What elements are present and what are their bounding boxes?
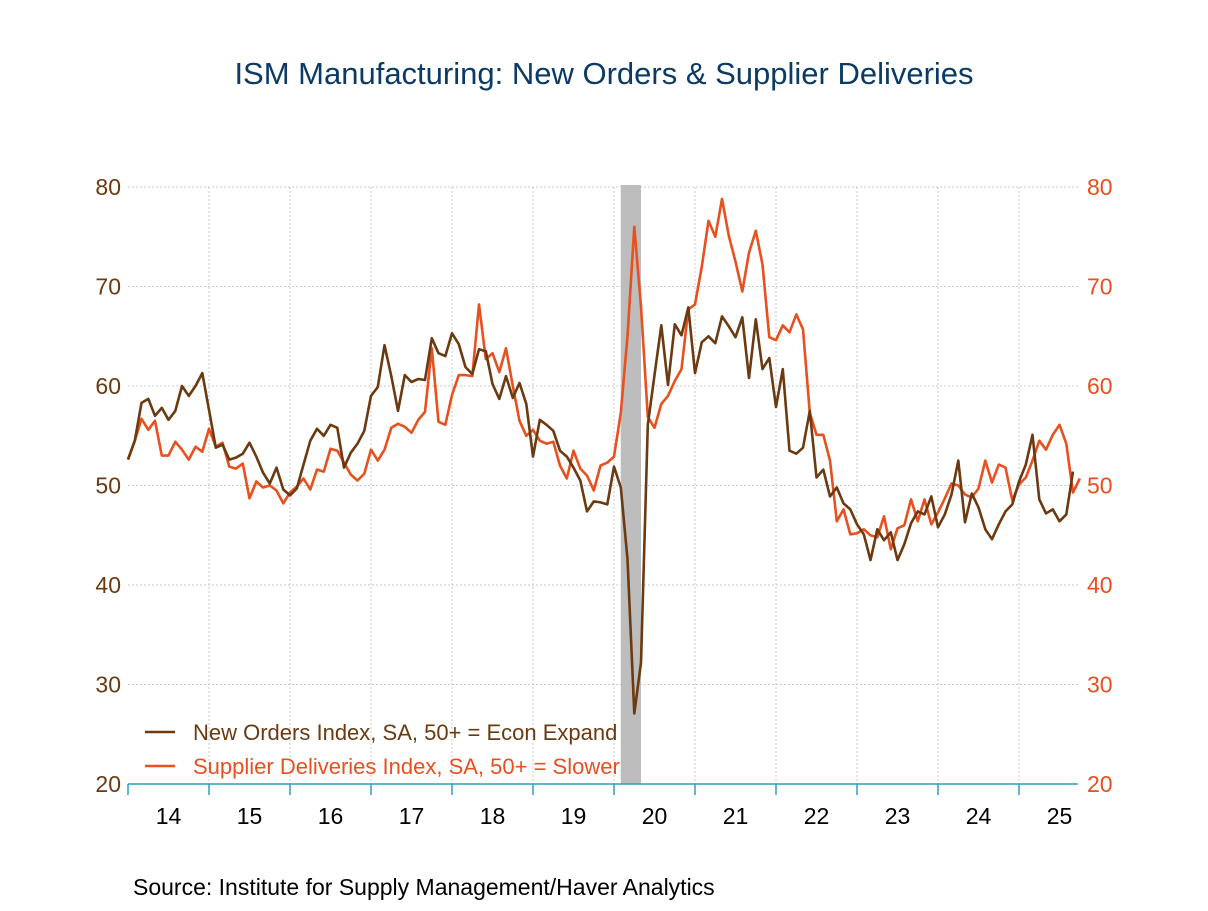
recession-shading	[620, 185, 641, 784]
y-tick-left-40: 40	[95, 572, 121, 598]
x-tick-label-20: 20	[642, 803, 668, 829]
y-tick-left-20: 20	[95, 771, 121, 797]
y-tick-right-50: 50	[1087, 473, 1113, 499]
grid	[128, 186, 1078, 784]
y-tick-right-30: 30	[1087, 672, 1113, 698]
y-tick-left-80: 80	[95, 174, 121, 200]
y-tick-right-80: 80	[1087, 174, 1113, 200]
x-tick-label-16: 16	[318, 803, 344, 829]
x-tick-label-17: 17	[399, 803, 425, 829]
y-tick-left-60: 60	[95, 373, 121, 399]
x-tick-label-22: 22	[804, 803, 830, 829]
series-layer	[126, 197, 1081, 715]
legend-label-new-orders: New Orders Index, SA, 50+ = Econ Expand	[193, 720, 617, 745]
x-tick-label-14: 14	[156, 803, 182, 829]
y-tick-right-70: 70	[1087, 274, 1113, 300]
x-tick-label-19: 19	[561, 803, 587, 829]
chart-title: ISM Manufacturing: New Orders & Supplier…	[234, 56, 973, 91]
series-line-new-orders	[126, 306, 1075, 715]
x-tick-label-23: 23	[885, 803, 911, 829]
legend-label-supplier-deliveries: Supplier Deliveries Index, SA, 50+ = Slo…	[193, 754, 620, 779]
source-note: Source: Institute for Supply Management/…	[133, 874, 715, 900]
y-tick-left-70: 70	[95, 274, 121, 300]
y-tick-right-40: 40	[1087, 572, 1113, 598]
legend: New Orders Index, SA, 50+ = Econ Expand …	[145, 720, 620, 779]
x-tick-label-24: 24	[966, 803, 992, 829]
series-line-supplier-deliveries	[126, 197, 1081, 551]
x-tick-label-18: 18	[480, 803, 506, 829]
axes: 20 20 30 30 40 40 50 50 60 60 70 70 80 80 14 15 16 17 18 19…	[95, 174, 1112, 829]
x-tick-label-15: 15	[237, 803, 263, 829]
y-tick-left-50: 50	[95, 473, 121, 499]
x-tick-label-21: 21	[723, 803, 749, 829]
y-tick-left-30: 30	[95, 672, 121, 698]
y-tick-right-60: 60	[1087, 373, 1113, 399]
x-tick-label-25: 25	[1047, 803, 1073, 829]
recession-shading-layer	[620, 185, 641, 784]
y-tick-right-20: 20	[1087, 771, 1113, 797]
